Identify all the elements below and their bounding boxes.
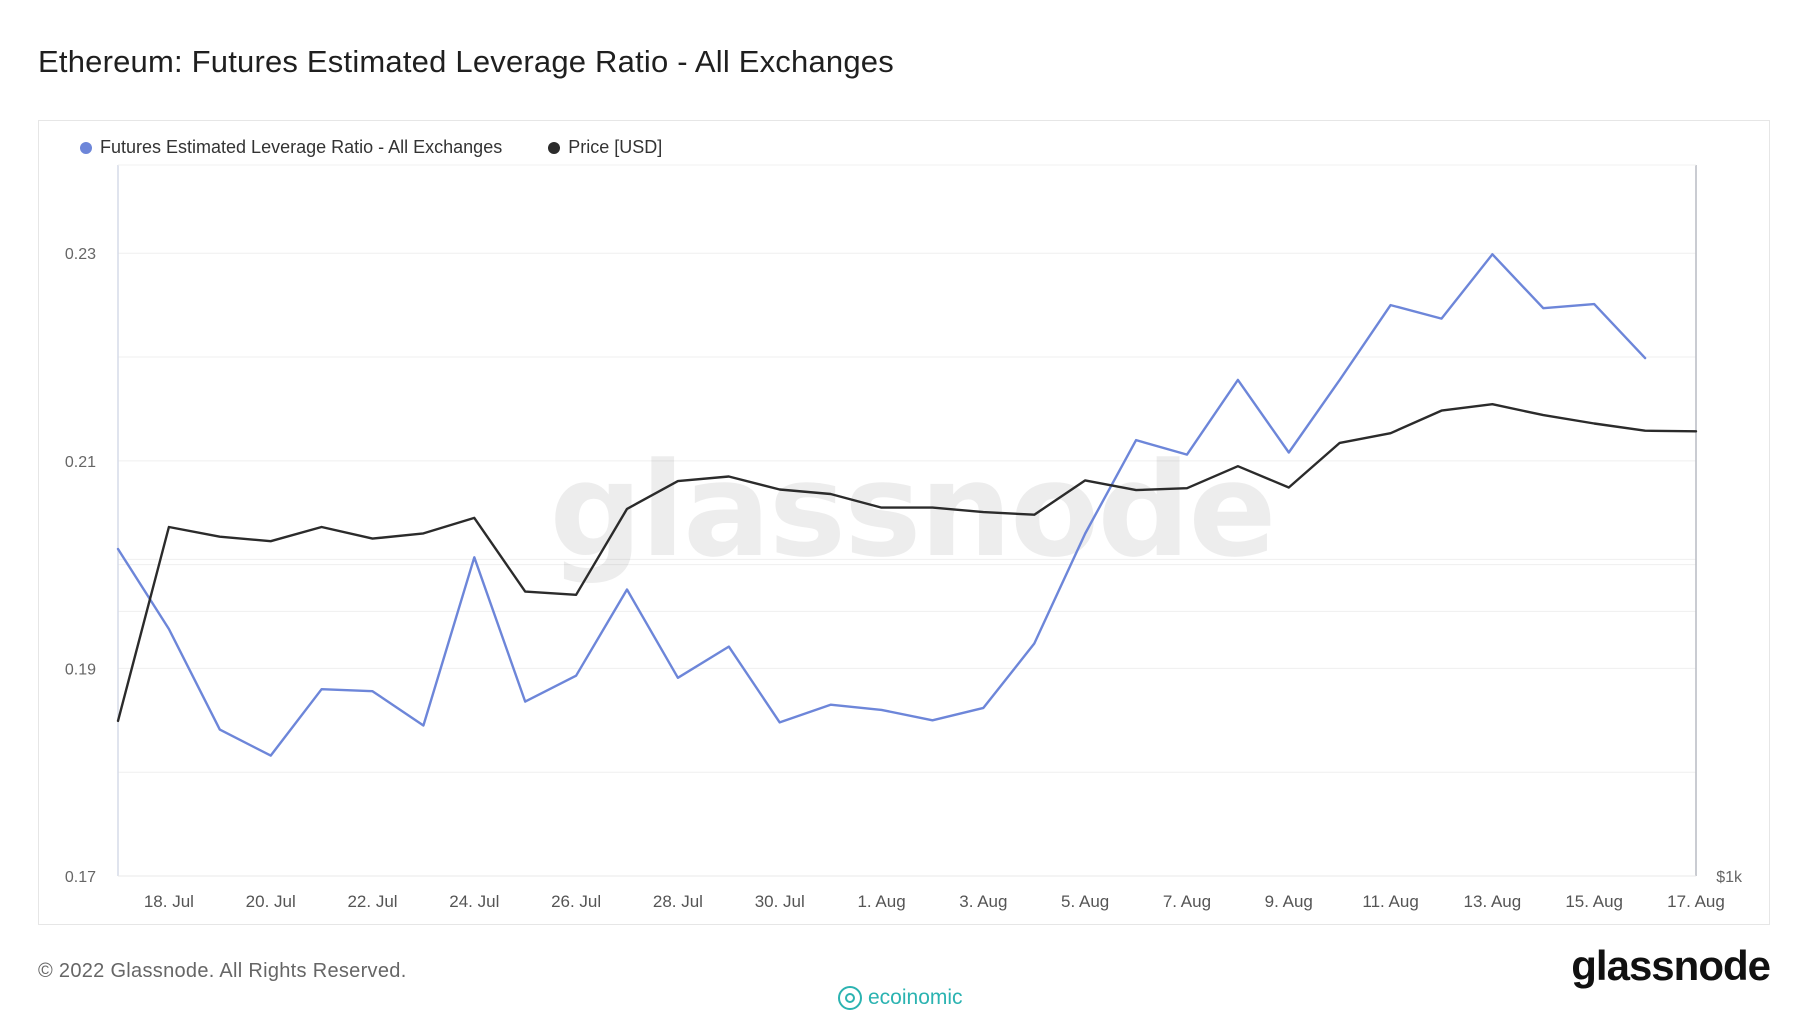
page-title: Ethereum: Futures Estimated Leverage Rat… <box>38 44 894 79</box>
legend-item-leverage[interactable]: Futures Estimated Leverage Ratio - All E… <box>80 137 502 158</box>
series-line-leverage <box>116 253 1647 757</box>
x-tick-label: 13. Aug <box>1464 892 1522 911</box>
ecoinomic-label: ecoinomic <box>868 986 963 1009</box>
x-tick-label: 18. Jul <box>144 892 194 911</box>
x-tick-label: 17. Aug <box>1667 892 1725 911</box>
watermark-text: glassnode <box>549 434 1274 586</box>
ecoinomic-logo: ecoinomic <box>838 986 963 1010</box>
x-tick-label: 11. Aug <box>1362 892 1418 911</box>
x-tick-label: 9. Aug <box>1265 892 1313 911</box>
x-tick-label: 3. Aug <box>959 892 1007 911</box>
glassnode-logo: glassnode <box>1571 942 1771 989</box>
legend-label-leverage: Futures Estimated Leverage Ratio - All E… <box>100 137 503 157</box>
chart-legend: Futures Estimated Leverage Ratio - All E… <box>80 137 662 158</box>
legend-dot-price-icon <box>548 141 561 154</box>
copyright-text: © 2022 Glassnode. All Rights Reserved. <box>38 960 407 982</box>
chart-frame <box>38 120 1770 925</box>
ecoinomic-icon <box>838 986 862 1010</box>
x-tick-label: 1. Aug <box>857 892 905 911</box>
x-tick-label: 5. Aug <box>1061 892 1109 911</box>
x-tick-label: 24. Jul <box>449 892 499 911</box>
x-tick-label: 26. Jul <box>551 892 601 911</box>
legend-item-price[interactable]: Price [USD] <box>548 137 662 158</box>
x-tick-label: 22. Jul <box>347 892 397 911</box>
x-tick-label: 15. Aug <box>1565 892 1623 911</box>
series-line-price <box>116 403 1698 723</box>
y-tick-label: 0.17 <box>65 869 96 886</box>
x-tick-label: 20. Jul <box>246 892 296 911</box>
legend-label-price: Price [USD] <box>568 137 663 157</box>
x-tick-label: 30. Jul <box>755 892 805 911</box>
y-tick-label: 0.23 <box>65 246 96 263</box>
legend-dot-leverage-icon <box>80 141 92 154</box>
y-right-tick-label: $1k <box>1716 869 1743 886</box>
x-tick-label: 7. Aug <box>1163 892 1211 911</box>
y-tick-label: 0.21 <box>65 454 96 471</box>
y-tick-label: 0.19 <box>65 661 96 678</box>
x-tick-label: 28. Jul <box>653 892 703 911</box>
